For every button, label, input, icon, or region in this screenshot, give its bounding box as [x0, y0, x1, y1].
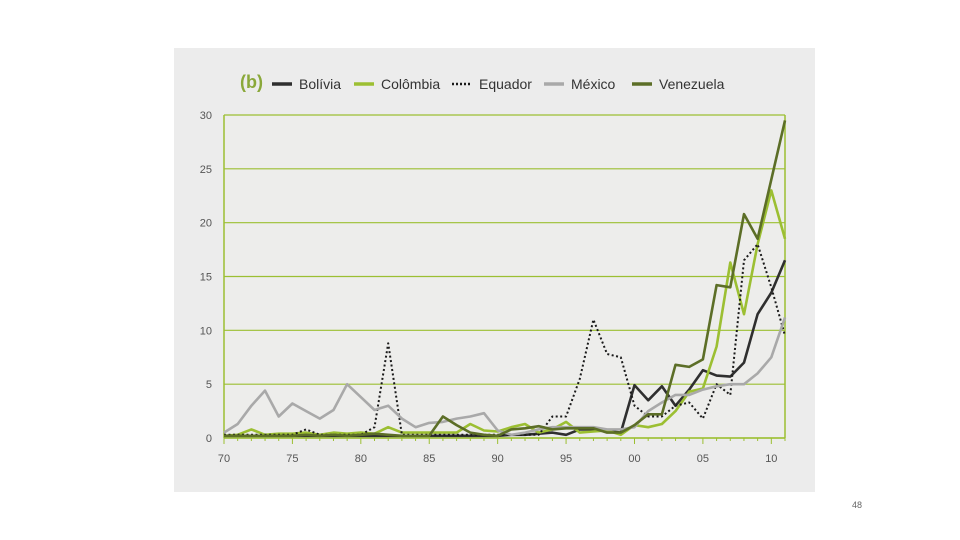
x-tick-label: 80: [355, 453, 367, 465]
series-line-4: [224, 120, 787, 438]
legend-item-3: México: [544, 76, 616, 92]
panel-label: (b): [240, 72, 263, 92]
x-tick-label: 70: [218, 453, 230, 465]
legend-item-1: Colômbia: [354, 76, 440, 92]
legend-item-4: Venezuela: [632, 76, 725, 92]
y-tick-label: 5: [206, 379, 212, 391]
x-axis-ticks: 70 75 80 85 90 95 00 05 10: [218, 438, 786, 465]
legend-item-2: Equador: [452, 76, 532, 92]
chart-figure: (b) Bolívia Colômbia Equador México Venezuel…: [174, 48, 815, 492]
y-tick-label: 25: [200, 164, 212, 176]
x-tick-label: 75: [286, 453, 298, 465]
x-tick-label: 95: [560, 453, 572, 465]
legend-label: Equador: [479, 76, 532, 92]
legend-label: Venezuela: [659, 76, 725, 92]
y-tick-label: 0: [206, 433, 212, 445]
axes: [223, 115, 786, 439]
y-tick-label: 20: [200, 218, 212, 230]
page-number: 48: [852, 500, 863, 510]
y-axis-ticks: 0 5 10 15 20 25 30: [200, 110, 212, 445]
series-lines: [223, 120, 787, 438]
legend-label: México: [571, 76, 616, 92]
legend-label: Bolívia: [299, 76, 341, 92]
legend: Bolívia Colômbia Equador México Venezuela: [272, 76, 725, 92]
x-tick-label: 00: [628, 453, 640, 465]
legend-label: Colômbia: [381, 76, 440, 92]
y-tick-label: 30: [200, 110, 212, 122]
x-tick-label: 05: [697, 453, 709, 465]
y-tick-label: 10: [200, 325, 212, 337]
x-tick-label: 90: [492, 453, 504, 465]
line-chart: (b) Bolívia Colômbia Equador México Venezuel…: [200, 72, 787, 465]
series-line-2: [224, 243, 786, 436]
legend-item-0: Bolívia: [272, 76, 341, 92]
y-tick-label: 15: [200, 272, 212, 284]
x-tick-label: 10: [765, 453, 777, 465]
x-tick-label: 85: [423, 453, 435, 465]
